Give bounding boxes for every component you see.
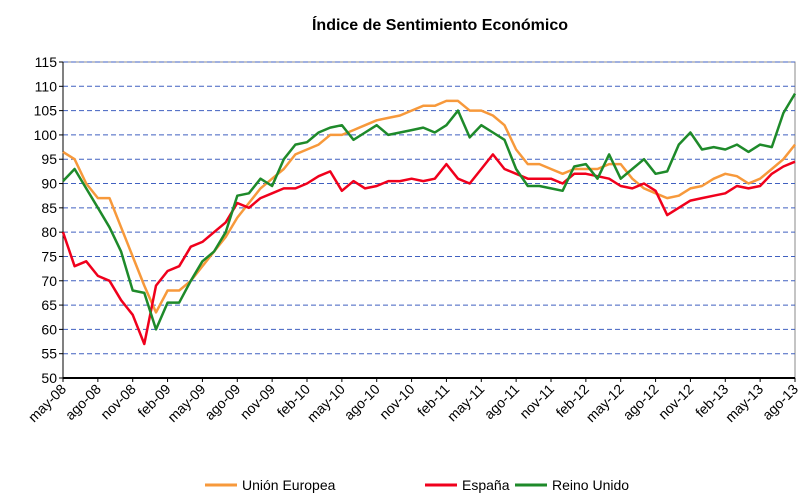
y-tick-label: 110	[35, 78, 58, 94]
y-tick-label: 95	[41, 151, 57, 167]
y-tick-label: 65	[41, 297, 57, 313]
legend-label: Unión Europea	[242, 477, 336, 493]
y-tick-label: 75	[41, 248, 57, 264]
x-tick-label: may-12	[583, 381, 627, 425]
x-tick-label: may-11	[444, 381, 488, 425]
y-tick-label: 100	[34, 127, 58, 143]
x-tick-label: nov-10	[376, 381, 418, 423]
x-tick-label: ago-12	[620, 381, 662, 423]
y-tick-label: 115	[35, 54, 58, 70]
x-tick-label: may-08	[25, 381, 69, 425]
legend-label: España	[462, 477, 510, 493]
series-line	[61, 153, 796, 346]
y-tick-label: 85	[41, 200, 57, 216]
x-tick-label: ago-09	[201, 381, 243, 423]
y-tick-label: 70	[41, 273, 57, 289]
x-tick-label: nov-11	[516, 381, 557, 422]
x-tick-label: ago-08	[62, 381, 104, 423]
x-tick-label: may-10	[304, 381, 348, 425]
x-tick-label: ago-11	[481, 381, 523, 423]
x-tick-label: nov-08	[97, 381, 139, 423]
y-tick-label: 50	[41, 370, 57, 386]
y-tick-label: 55	[41, 346, 57, 362]
y-tick-label: 80	[41, 224, 57, 240]
x-tick-label: nov-09	[237, 381, 279, 423]
series-line	[62, 92, 797, 331]
x-tick-label: ago-10	[341, 381, 383, 423]
legend-label: Reino Unido	[552, 477, 629, 493]
series-line	[62, 99, 796, 314]
plot-area	[62, 61, 796, 379]
y-tick-label: 60	[41, 321, 57, 337]
x-tick-label: nov-12	[655, 381, 697, 423]
x-tick-label: may-09	[164, 381, 208, 425]
y-tick-label: 105	[34, 103, 58, 119]
chart-title: Índice de Sentimiento Económico	[312, 15, 568, 34]
x-tick-label: may-13	[722, 381, 766, 425]
y-tick-label: 90	[41, 176, 57, 192]
x-tick-label: ago-13	[759, 381, 801, 423]
